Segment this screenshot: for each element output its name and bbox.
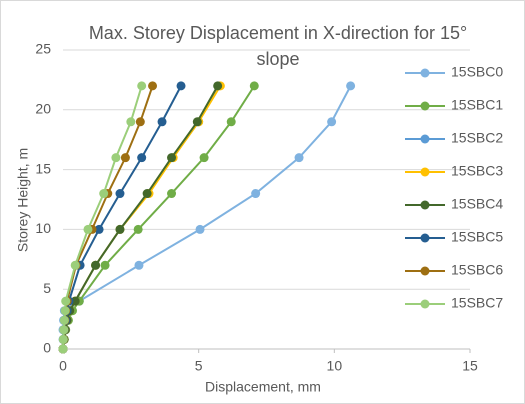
legend-marker	[420, 233, 430, 243]
legend-label: 15SBC5	[451, 229, 503, 245]
point	[115, 189, 125, 199]
point	[294, 153, 304, 163]
point	[58, 334, 68, 344]
point	[135, 117, 145, 127]
point	[91, 260, 101, 270]
y-tick-label: 0	[43, 340, 51, 356]
point	[83, 224, 93, 234]
point	[148, 81, 158, 91]
y-tick-label: 15	[35, 160, 51, 176]
legend-marker	[420, 299, 430, 309]
point	[58, 344, 68, 354]
legend-label: 15SBC3	[451, 163, 503, 179]
point	[70, 296, 80, 306]
point	[157, 117, 167, 127]
x-tick-label: 5	[195, 358, 203, 374]
point	[251, 189, 261, 199]
point	[59, 315, 69, 325]
point	[192, 117, 202, 127]
legend-label: 15SBC7	[451, 295, 503, 311]
x-axis-title: Displacement, mm	[205, 379, 321, 395]
y-tick-label: 20	[35, 101, 51, 117]
point	[137, 81, 147, 91]
point	[61, 296, 71, 306]
point	[111, 153, 121, 163]
point	[213, 81, 223, 91]
point	[176, 81, 186, 91]
point	[115, 224, 125, 234]
point	[249, 81, 259, 91]
legend-label: 15SBC6	[451, 262, 503, 278]
legend-marker	[420, 68, 430, 78]
point	[120, 153, 130, 163]
y-tick-label: 10	[35, 220, 51, 236]
point	[137, 153, 147, 163]
legend-marker	[420, 134, 430, 144]
x-tick-label: 15	[462, 358, 478, 374]
legend-label: 15SBC4	[451, 196, 503, 212]
point	[133, 224, 143, 234]
point	[195, 224, 205, 234]
point	[60, 306, 70, 316]
legend-marker	[420, 101, 430, 111]
point	[167, 189, 177, 199]
point	[59, 325, 69, 335]
point	[199, 153, 209, 163]
legend-marker	[420, 167, 430, 177]
point	[94, 224, 104, 234]
point	[167, 153, 177, 163]
x-tick-label: 0	[59, 358, 67, 374]
legend-marker	[420, 266, 430, 276]
point	[70, 260, 80, 270]
legend-label: 15SBC1	[451, 97, 503, 113]
point	[346, 81, 356, 91]
x-tick-label: 10	[327, 358, 343, 374]
legend-label: 15SBC2	[451, 130, 503, 146]
point	[134, 260, 144, 270]
legend-label: 15SBC0	[451, 64, 503, 80]
point	[126, 117, 136, 127]
point	[226, 117, 236, 127]
point	[142, 189, 152, 199]
legend-marker	[420, 200, 430, 210]
chart-title: Max. Storey Displacement in X-direction …	[88, 23, 468, 69]
point	[327, 117, 337, 127]
y-tick-label: 5	[43, 280, 51, 296]
y-axis-title: Storey Height, m	[15, 148, 31, 252]
y-tick-label: 25	[35, 41, 51, 57]
point	[99, 189, 109, 199]
point	[100, 260, 110, 270]
